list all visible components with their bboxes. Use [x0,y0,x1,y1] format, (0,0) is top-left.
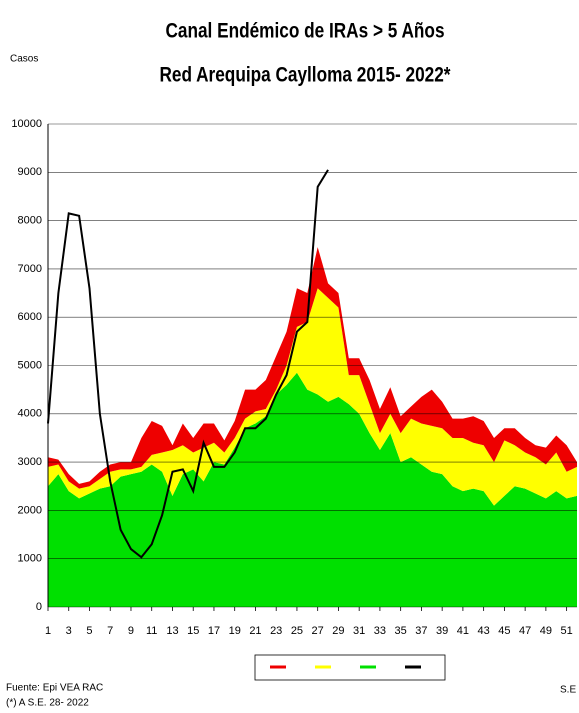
x-tick-label: 7 [107,625,113,637]
area [48,372,577,607]
x-tick-label: 3 [66,625,72,637]
x-tick-label: 33 [374,625,386,637]
y-tick-label: 10000 [11,118,42,130]
y-tick-label: 0 [36,601,42,613]
y-axis-label: Casos [10,54,38,65]
x-tick-label: 5 [86,625,92,637]
x-tick-label: 41 [457,625,469,637]
x-tick-label: 45 [498,625,510,637]
x-tick-label: 27 [312,625,324,637]
footnote: (*) A S.E. 28- 2022 [6,698,89,709]
x-tick-label: 37 [415,625,427,637]
y-tick-label: 1000 [18,553,42,565]
x-tick-label: 1 [45,625,51,637]
area [48,247,577,489]
x-tick-label: 39 [436,625,448,637]
chart-title: Canal Endémico de IRAs > 5 Años [165,20,444,43]
x-tick-label: 43 [478,625,490,637]
x-tick-label: 19 [229,625,241,637]
y-tick-label: 9000 [18,166,42,178]
chart-subtitle: Red Arequipa Caylloma 2015- 2022* [159,64,451,87]
x-tick-label: 35 [395,625,407,637]
x-tick-label: 23 [270,625,282,637]
y-tick-label: 3000 [18,456,42,468]
x-tick-label: 29 [332,625,344,637]
x-tick-label: 21 [249,625,261,637]
y-tick-label: 5000 [18,359,42,371]
source: Fuente: Epi VEA RAC [6,683,103,694]
x-tick-label: 15 [187,625,199,637]
y-tick-label: 2000 [18,504,42,516]
x-tick-label: 17 [208,625,220,637]
x-tick-label: 9 [128,625,134,637]
x-tick-label: 47 [519,625,531,637]
x-tick-label: 13 [166,625,178,637]
x-axis-label: S.E [560,685,576,696]
x-tick-label: 31 [353,625,365,637]
y-tick-label: 4000 [18,408,42,420]
x-tick-label: 51 [561,625,573,637]
x-tick-label: 25 [291,625,303,637]
line [47,169,329,559]
y-tick-label: 8000 [18,215,42,227]
y-tick-label: 6000 [18,311,42,323]
area [48,288,577,506]
y-tick-label: 7000 [18,263,42,275]
x-tick-label: 49 [540,625,552,637]
x-tick-label: 11 [146,625,157,637]
